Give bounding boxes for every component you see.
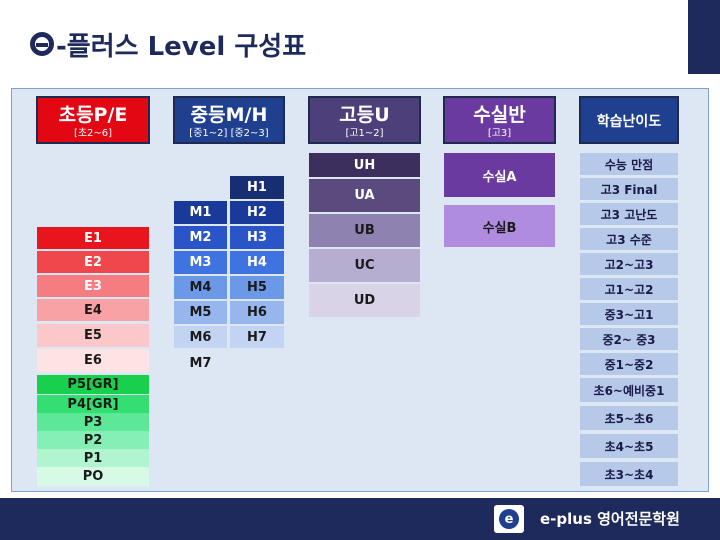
difficulty-item: 수능 만점 (580, 153, 678, 175)
level-P4: P4[GR] (37, 395, 149, 413)
level-UA: UA (309, 179, 420, 212)
footer-logo: e (494, 505, 524, 533)
level-H6: H6 (230, 301, 284, 324)
level-E4: E4 (37, 299, 149, 321)
level-E5: E5 (37, 324, 149, 347)
level-M4: M4 (174, 276, 227, 299)
level-P5: P5[GR] (37, 375, 149, 394)
difficulty-item: 중1~중2 (580, 353, 678, 375)
difficulty-item: 중3~고1 (580, 303, 678, 325)
header-difficulty: 학습난이도 (579, 96, 679, 144)
difficulty-item: 중2~ 중3 (580, 328, 678, 350)
footer-academy-name: e-plus 영어전문학원 (540, 510, 680, 528)
e-logo-icon (30, 32, 54, 56)
level-M5: M5 (174, 301, 227, 324)
level-suneung-B: 수실B (444, 205, 555, 247)
difficulty-item: 초5~초6 (580, 406, 678, 430)
footer-bar (0, 498, 720, 540)
level-M2: M2 (174, 226, 227, 249)
level-P3: P3 (37, 413, 149, 431)
header-suneung-title: 수실반 (473, 104, 526, 126)
level-P0: PO (37, 467, 149, 486)
eplus-logo-icon: e (499, 509, 519, 529)
level-H4: H4 (230, 251, 284, 274)
difficulty-item: 고1~고2 (580, 278, 678, 300)
level-H5: H5 (230, 276, 284, 299)
level-P2: P2 (37, 431, 149, 449)
level-E6: E6 (37, 349, 149, 372)
level-H3: H3 (230, 226, 284, 249)
level-M1: M1 (174, 201, 227, 224)
difficulty-item: 고3 수준 (580, 228, 678, 250)
level-M7: M7 (189, 355, 212, 371)
level-M6: M6 (174, 326, 227, 348)
header-elementary-grades: [초2~6] (73, 128, 113, 139)
corner-accent (688, 0, 720, 74)
header-high: 고등U [고1~2] (308, 96, 421, 144)
header-elementary: 초등P/E [초2~6] (36, 96, 150, 144)
level-E2: E2 (37, 251, 149, 273)
level-UB: UB (309, 214, 420, 247)
header-high-grades: [고1~2] (345, 128, 384, 139)
difficulty-item: 초3~초4 (580, 462, 678, 486)
level-E1: E1 (37, 227, 149, 249)
header-middle: 중등M/H [중1~2] [중2~3] (173, 96, 285, 144)
header-suneung: 수실반 [고3] (443, 96, 556, 144)
difficulty-item: 초6~예비중1 (580, 378, 678, 402)
header-difficulty-title: 학습난이도 (596, 114, 662, 130)
level-suneung-A: 수실A (444, 153, 555, 197)
page-title-text: -플러스 Level 구성표 (56, 31, 307, 62)
level-UH: UH (309, 153, 420, 177)
level-E3: E3 (37, 275, 149, 297)
difficulty-item: 고2~고3 (580, 253, 678, 275)
level-UC: UC (309, 249, 420, 282)
level-UD: UD (309, 284, 420, 317)
level-P1: P1 (37, 449, 149, 467)
header-elementary-title: 초등P/E (58, 104, 128, 126)
page-title: -플러스 Level 구성표 (30, 26, 306, 62)
difficulty-item: 고3 고난도 (580, 203, 678, 225)
level-M3: M3 (174, 251, 227, 274)
header-high-title: 고등U (339, 104, 390, 126)
header-middle-title: 중등M/H (190, 104, 268, 126)
level-H2: H2 (230, 201, 284, 224)
level-H1: H1 (230, 176, 284, 199)
header-middle-grades: [중1~2] [중2~3] (189, 128, 269, 139)
header-suneung-grades: [고3] (487, 128, 512, 139)
level-H7: H7 (230, 326, 284, 348)
difficulty-item: 고3 Final (580, 178, 678, 200)
difficulty-item: 초4~초5 (580, 434, 678, 458)
